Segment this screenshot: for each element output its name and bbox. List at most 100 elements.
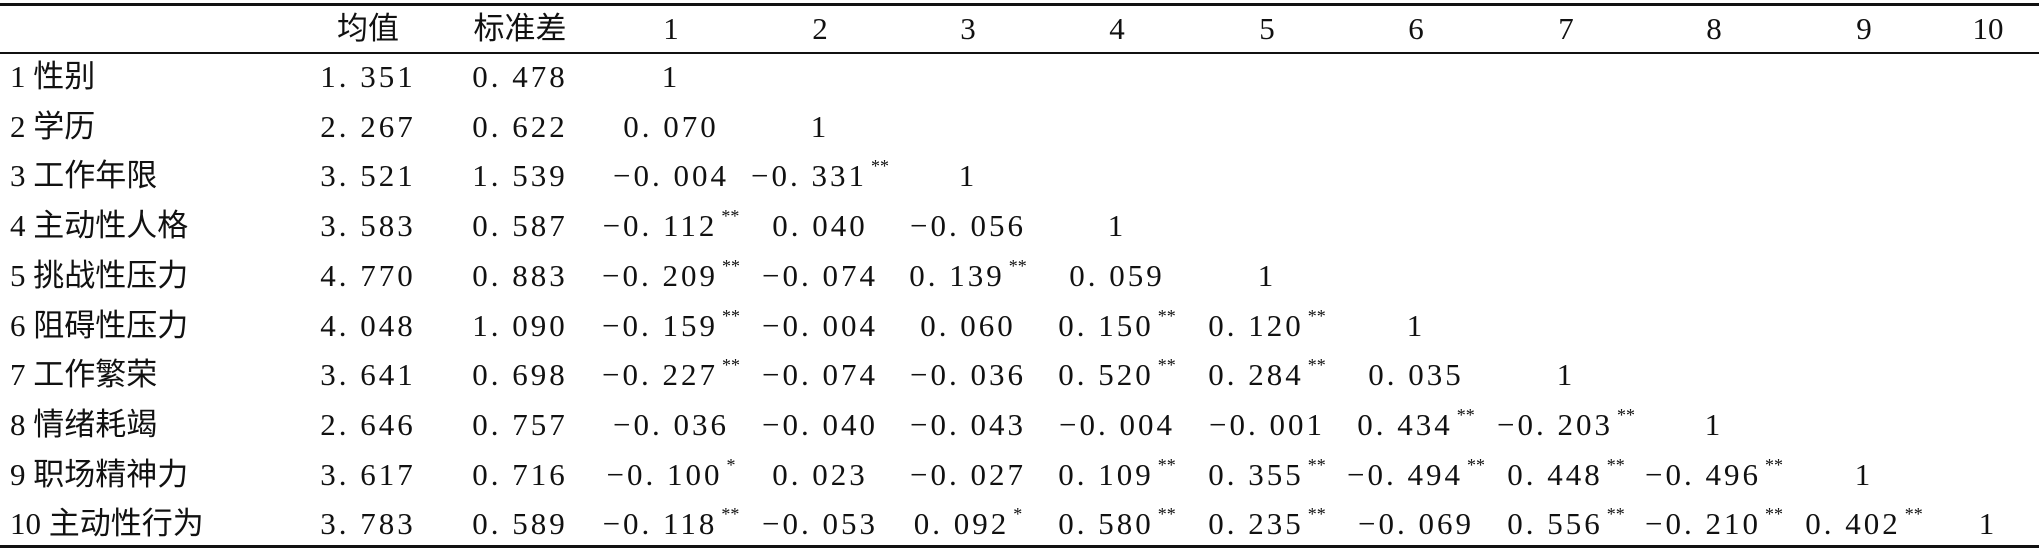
mean-value: 3. 521 [320, 158, 416, 193]
correlation-value: −0. 053 [762, 506, 878, 541]
mean-value: 3. 617 [320, 457, 416, 492]
header-col-7: 7 [1558, 11, 1574, 46]
correlation-cell: 0. 092 * [914, 504, 1023, 548]
correlation-cell: −0. 036 [910, 355, 1026, 395]
correlation-cell: 0. 035 [1368, 355, 1464, 395]
correlation-cell: 0. 109 ** [1058, 455, 1176, 499]
header-col-10: 10 [1972, 11, 2004, 46]
correlation-cell: 1 [1979, 504, 1998, 544]
correlation-cell: 0. 284 ** [1208, 355, 1326, 399]
correlation-cell: −0. 112 ** [603, 206, 740, 250]
mean-value: 4. 770 [320, 258, 416, 293]
correlation-value: −0. 036 [613, 407, 729, 442]
mean-value: 2. 267 [320, 109, 416, 144]
mean-value: 3. 783 [320, 506, 416, 541]
row-label: 7 工作繁荣 [10, 357, 158, 392]
header-col-4: 4 [1109, 11, 1125, 46]
table-top-rule [0, 3, 2039, 6]
correlation-value: 1 [1107, 208, 1127, 243]
correlation-value: −0. 331 [751, 158, 867, 193]
significance-marker: * [1013, 504, 1023, 524]
correlation-value: 1 [1257, 258, 1277, 293]
correlation-value: 0. 448 [1507, 457, 1603, 492]
correlation-value: 1 [958, 158, 978, 193]
correlation-value: 1 [1978, 506, 1998, 541]
significance-marker: ** [1764, 455, 1783, 475]
correlation-value: −0. 027 [910, 457, 1026, 492]
correlation-cell: 0. 235 ** [1208, 504, 1326, 548]
correlation-value: 0. 070 [623, 109, 719, 144]
correlation-cell: 0. 059 [1069, 256, 1165, 296]
correlation-cell: 1 [1108, 206, 1127, 246]
significance-marker: ** [1606, 504, 1625, 524]
header-col-6: 6 [1408, 11, 1424, 46]
significance-marker: ** [1616, 405, 1635, 425]
row-label: 10 主动性行为 [10, 506, 204, 541]
significance-marker: ** [1307, 306, 1326, 326]
table-header-rule [0, 52, 2039, 54]
correlation-value: −0. 118 [602, 506, 718, 541]
correlation-value: −0. 496 [1645, 457, 1761, 492]
mean-value: 2. 646 [320, 407, 416, 442]
correlation-value: −0. 069 [1358, 506, 1474, 541]
significance-marker: ** [721, 355, 740, 375]
correlation-cell: −0. 074 [762, 256, 878, 296]
significance-marker: ** [1764, 504, 1783, 524]
correlation-value: 0. 109 [1058, 457, 1154, 492]
correlation-value: −0. 056 [910, 208, 1026, 243]
correlation-cell: 0. 448 ** [1507, 455, 1625, 499]
correlation-value: 0. 355 [1208, 457, 1304, 492]
row-label: 6 阻碍性压力 [10, 308, 189, 343]
correlation-value: 0. 040 [772, 208, 868, 243]
correlation-cell: 1 [1258, 256, 1277, 296]
sd-value: 0. 622 [472, 109, 568, 144]
correlation-value: −0. 036 [910, 357, 1026, 392]
sd-value: 0. 698 [472, 357, 568, 392]
correlation-cell: 0. 023 [772, 455, 868, 495]
correlation-cell: −0. 210 ** [1645, 504, 1783, 548]
row-label: 8 情绪耗竭 [10, 407, 158, 442]
correlation-value: −0. 100 [606, 457, 723, 492]
correlation-value: 0. 520 [1058, 357, 1154, 392]
correlation-cell: −0. 053 [762, 504, 878, 544]
correlation-cell: −0. 040 [762, 405, 878, 445]
header-col-9: 9 [1856, 11, 1872, 46]
header-sd: 标准差 [473, 11, 567, 46]
mean-value: 3. 583 [320, 208, 416, 243]
mean-value: 4. 048 [320, 308, 416, 343]
correlation-value: 0. 284 [1208, 357, 1304, 392]
correlation-value: 0. 402 [1805, 506, 1901, 541]
row-label: 3 工作年限 [10, 158, 158, 193]
row-label: 9 职场精神力 [10, 457, 189, 492]
significance-marker: ** [1008, 256, 1027, 276]
correlation-value: 0. 120 [1208, 308, 1304, 343]
significance-marker: ** [1157, 455, 1176, 475]
correlation-cell: 0. 556 ** [1507, 504, 1625, 548]
correlation-value: 1 [1556, 357, 1576, 392]
correlation-cell: −0. 331 ** [751, 156, 889, 200]
correlation-cell: 1 [662, 57, 681, 97]
correlation-value: 0. 059 [1069, 258, 1165, 293]
correlation-cell: 1 [811, 107, 830, 147]
correlation-value: −0. 004 [613, 158, 729, 193]
significance-marker: ** [1466, 455, 1485, 475]
correlation-cell: 1 [1855, 455, 1874, 495]
sd-value: 0. 587 [472, 208, 568, 243]
correlation-value: −0. 112 [602, 208, 718, 243]
correlation-cell: 0. 150 ** [1058, 306, 1176, 350]
correlation-cell: −0. 227 ** [602, 355, 740, 399]
correlation-value: 1 [810, 109, 830, 144]
correlation-value: −0. 494 [1347, 457, 1463, 492]
correlation-cell: −0. 209 ** [602, 256, 740, 300]
significance-marker: ** [1307, 455, 1326, 475]
significance-marker: ** [1307, 355, 1326, 375]
header-col-8: 8 [1706, 11, 1722, 46]
correlation-value: −0. 074 [762, 357, 878, 392]
mean-value: 3. 641 [320, 357, 416, 392]
correlation-value: 0. 580 [1058, 506, 1154, 541]
correlation-value: 0. 023 [772, 457, 868, 492]
correlation-value: 0. 139 [909, 258, 1005, 293]
sd-value: 0. 478 [472, 59, 568, 94]
correlation-value: 0. 035 [1368, 357, 1464, 392]
